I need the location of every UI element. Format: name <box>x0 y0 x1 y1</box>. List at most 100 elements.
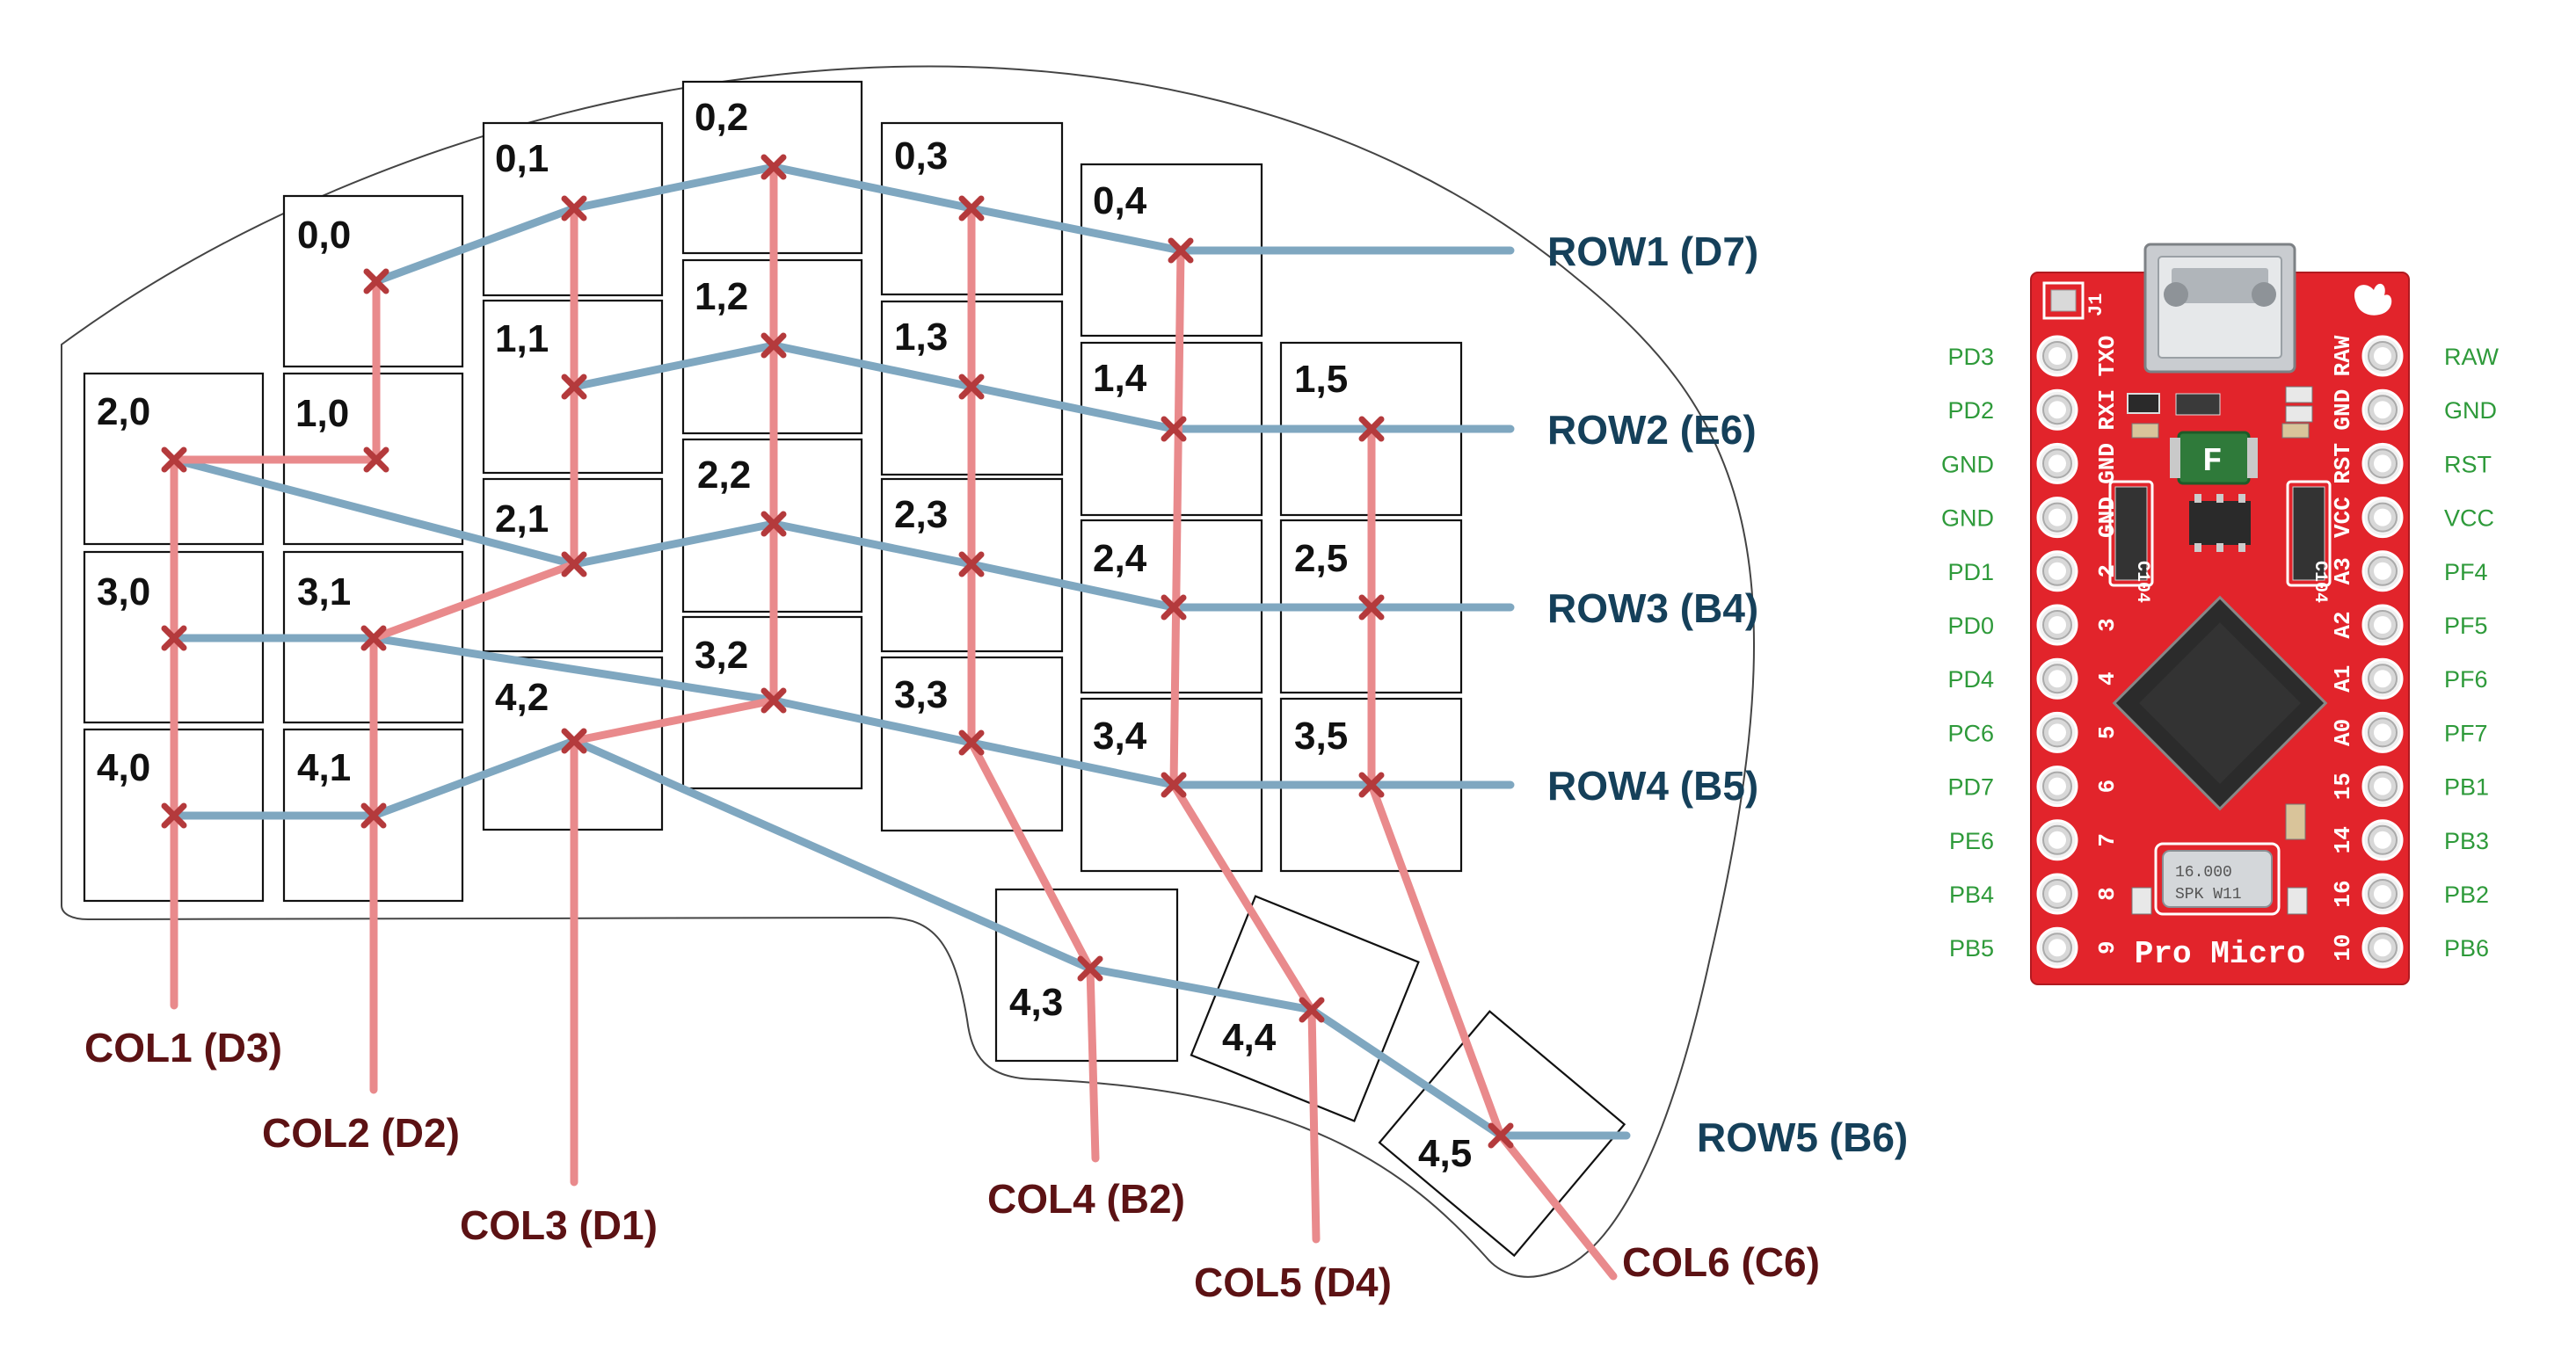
pin-pad <box>2036 926 2078 969</box>
board-silk-left: 6 <box>2094 780 2121 794</box>
row-label: ROW4 (B5) <box>1547 763 1758 809</box>
key-label: 4,1 <box>297 746 351 789</box>
board-silk-left: GND <box>2094 443 2121 484</box>
regulator-right <box>2286 480 2332 587</box>
pro-micro-board: J1 F C104 <box>2030 243 2410 985</box>
pin-label-left: PD4 <box>1947 666 1994 693</box>
board-silk-left: 7 <box>2094 833 2121 847</box>
key-label: 1,4 <box>1093 357 1147 400</box>
case-outline <box>61 65 1755 1278</box>
board-silk-left: 2 <box>2094 564 2121 578</box>
board-silk-left: GND <box>2094 497 2121 538</box>
col-label: COL6 (C6) <box>1622 1239 1820 1285</box>
col2-wire <box>369 560 579 1094</box>
pin-label-right: PB3 <box>2444 828 2489 854</box>
board-name: Pro Micro <box>2135 936 2305 972</box>
key-label: 3,4 <box>1093 715 1147 758</box>
diode-x-icon <box>161 802 187 829</box>
pin-label-left: PD1 <box>1947 559 1994 585</box>
board-silk-right: 16 <box>2330 880 2356 907</box>
pin-pad <box>2361 711 2404 753</box>
diode-x-icon <box>360 625 387 651</box>
pin-pad <box>2361 335 2404 377</box>
key-label: 0,2 <box>695 96 748 139</box>
pin-label-left: PD2 <box>1947 397 1994 424</box>
col-label: COL1 (D3) <box>84 1025 282 1071</box>
pin-pad <box>2036 766 2078 808</box>
board-silk-right: A0 <box>2330 719 2356 746</box>
pin-pad <box>2036 497 2078 539</box>
col4-wire <box>967 204 1100 1163</box>
key-label: 3,3 <box>894 673 948 716</box>
diode-x-icon <box>1358 772 1385 798</box>
sparkfun-logo-icon <box>2354 283 2392 316</box>
pin-label-right: PB1 <box>2444 774 2489 801</box>
board-silk-right: RAW <box>2330 335 2356 376</box>
board-silk-left: 5 <box>2094 726 2121 740</box>
row-label: ROW5 (B6) <box>1697 1114 1908 1160</box>
diode-x-icon <box>363 268 389 294</box>
pin-label-right: GND <box>2444 397 2497 424</box>
diode-x-icon <box>561 195 587 221</box>
small-ic <box>2189 494 2251 552</box>
pin-pads <box>2036 335 2404 969</box>
mcu-chip <box>2112 595 2328 811</box>
diode-x-icon <box>760 154 787 180</box>
diode-x-icon <box>1488 1122 1514 1149</box>
pin-label-left: GND <box>1941 505 1994 532</box>
diode-x-icon <box>360 802 387 829</box>
diode-x-icon <box>958 729 985 756</box>
diode-x-icon <box>363 446 389 473</box>
pin-label-left: PB5 <box>1949 935 1994 962</box>
key-label: 4,0 <box>97 746 150 789</box>
regulator-left <box>2108 480 2154 587</box>
board-silk-left: RXI <box>2094 389 2121 431</box>
regulator-right-label: C104 <box>2310 561 2330 603</box>
diode-marks <box>161 154 1514 1149</box>
board-silk-right: RST <box>2330 443 2356 484</box>
row-labels: ROW1 (D7) ROW2 (E6) ROW3 (B4) ROW4 (B5) ROW5… <box>1547 229 1908 1160</box>
pin-silk: TXO RAW RXI GND GND RST GND VCC 2 A3 3 A2 4 A1 5 A0 6 15 7… <box>2094 335 2356 962</box>
row-label: ROW1 (D7) <box>1547 229 1758 274</box>
fuse-label: F <box>2202 443 2223 481</box>
crystal-text-2: SPK W11 <box>2175 886 2242 904</box>
pin-label-left: PC6 <box>1947 720 1994 746</box>
key-label: 1,1 <box>495 317 549 360</box>
key-label: 2,5 <box>1294 537 1348 580</box>
diode-x-icon <box>161 446 187 473</box>
pin-label-right: PF6 <box>2444 666 2488 693</box>
board-silk-right: VCC <box>2330 497 2356 538</box>
header-j1-pad <box>2050 289 2077 312</box>
diode-x-icon <box>958 551 985 577</box>
key-boxes <box>83 80 1626 1258</box>
pin-label-right: RST <box>2444 451 2492 477</box>
pin-label-left: PD3 <box>1947 344 1994 370</box>
board-silk-right: 10 <box>2330 934 2356 962</box>
board-silk-left: 8 <box>2094 887 2121 901</box>
diode-x-icon <box>161 625 187 651</box>
pin-pad <box>2036 711 2078 753</box>
header-j1-outline <box>2042 281 2085 320</box>
board-silk-right: A3 <box>2330 557 2356 584</box>
pin-pad <box>2036 873 2078 915</box>
crystal <box>2154 842 2281 916</box>
pin-pad <box>2361 497 2404 539</box>
pin-pad <box>2361 926 2404 969</box>
pin-label-left: PD0 <box>1947 613 1994 639</box>
key-label: 1,3 <box>894 316 948 359</box>
diode-x-icon <box>958 374 985 400</box>
diode-x-icon <box>1358 416 1385 442</box>
diode-x-icon <box>1161 416 1187 442</box>
key-label: 3,2 <box>695 634 748 677</box>
diode-x-icon <box>760 332 787 359</box>
diode-x-icon <box>760 687 787 714</box>
key-label: 0,4 <box>1093 179 1147 222</box>
pin-pad <box>2036 819 2078 861</box>
pin-pad <box>2361 442 2404 484</box>
pin-pad <box>2036 604 2078 646</box>
diode-x-icon <box>1299 997 1325 1023</box>
pin-pad <box>2036 657 2078 700</box>
pin-label-left: GND <box>1941 451 1994 477</box>
smd-components <box>2127 386 2313 485</box>
